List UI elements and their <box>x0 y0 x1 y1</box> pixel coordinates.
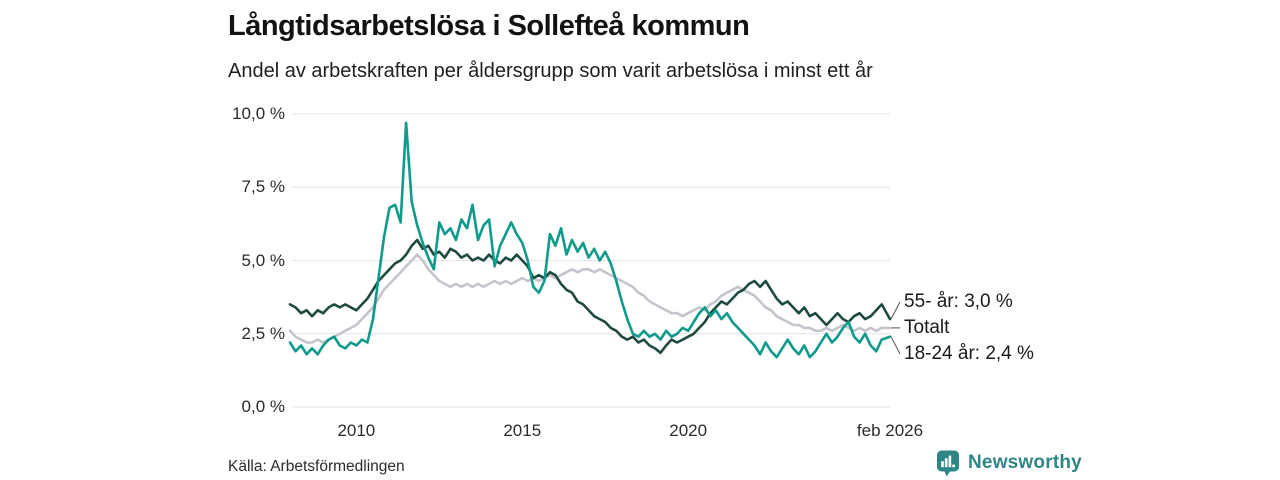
series-line-totalt <box>288 253 892 344</box>
newsworthy-wordmark: Newsworthy <box>968 452 1082 473</box>
x-tick-label: 2020 <box>669 421 708 440</box>
y-tick-label: 7,5 % <box>241 177 285 197</box>
newsworthy-bubble-chart-icon <box>937 450 959 477</box>
y-tick-label: 10,0 % <box>232 104 285 123</box>
series-end-label-55-r: 55- år: 3,0 % <box>902 289 1013 314</box>
y-tick-label: 0,0 % <box>241 397 285 416</box>
y-tick-label: 2,5 % <box>241 323 285 343</box>
series-end-label-totalt: Totalt <box>902 315 950 340</box>
page-title: Långtidsarbetslösa i Sollefteå kommun <box>228 10 750 42</box>
x-tick-label: 2010 <box>337 421 376 440</box>
label-connector <box>890 336 901 355</box>
series-line-55-r <box>288 238 892 355</box>
x-tick-label: 2015 <box>503 421 542 440</box>
source-note: Källa: Arbetsförmedlingen <box>228 458 405 475</box>
y-tick-label: 5,0 % <box>241 250 285 270</box>
newsworthy-logo: Newsworthy <box>936 449 1082 477</box>
series-line-18-24-r <box>288 121 892 359</box>
series-end-label-18-24-r: 18-24 år: 2,4 % <box>902 341 1034 366</box>
chart-subtitle: Andel av arbetskraften per åldersgrupp s… <box>228 60 873 82</box>
label-connector <box>890 301 901 320</box>
x-tick-label: feb 2026 <box>856 421 924 440</box>
